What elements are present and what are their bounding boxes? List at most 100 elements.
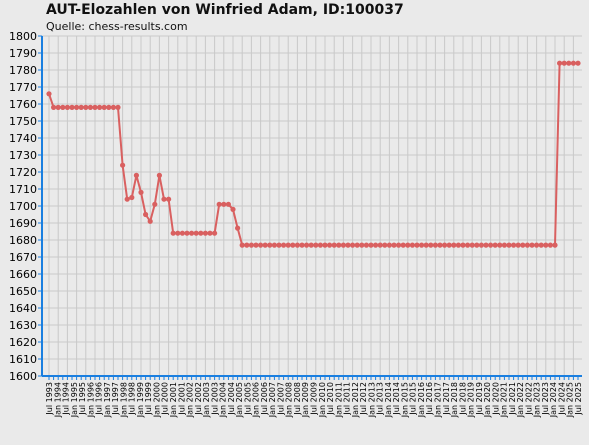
data-point bbox=[64, 104, 70, 110]
data-point bbox=[189, 230, 195, 236]
x-tick-label: Jan 2005 bbox=[235, 382, 244, 418]
data-point bbox=[129, 194, 135, 201]
data-point bbox=[124, 196, 130, 202]
data-point bbox=[451, 242, 457, 248]
x-tick-label: Jul 2006 bbox=[260, 382, 269, 416]
data-point bbox=[478, 242, 484, 248]
x-tick-label: Jul 2015 bbox=[409, 382, 418, 416]
data-point bbox=[69, 104, 75, 110]
data-point bbox=[442, 242, 448, 248]
x-tick-label: Jan 2018 bbox=[450, 382, 459, 418]
y-tick-label: 1720 bbox=[9, 166, 37, 179]
x-tick-label: Jan 1999 bbox=[136, 382, 145, 418]
x-tick-label: Jan 2014 bbox=[384, 382, 393, 418]
data-point bbox=[322, 242, 328, 248]
x-tick-label: Jul 1999 bbox=[144, 382, 153, 416]
data-point bbox=[455, 242, 461, 248]
data-point bbox=[92, 104, 98, 110]
data-point bbox=[193, 230, 199, 236]
data-point bbox=[368, 242, 374, 248]
x-tick-label: Jul 2000 bbox=[161, 382, 170, 416]
x-tick-label: Jan 1994 bbox=[53, 382, 62, 418]
data-point bbox=[336, 242, 342, 248]
x-tick-label: Jul 1993 bbox=[45, 382, 54, 416]
data-point bbox=[377, 242, 383, 248]
data-point bbox=[83, 104, 89, 110]
data-point bbox=[120, 162, 126, 168]
x-tick-label: Jul 2013 bbox=[376, 382, 385, 416]
x-tick-label: Jan 2004 bbox=[219, 382, 228, 418]
data-point bbox=[405, 242, 411, 248]
data-point bbox=[465, 242, 471, 248]
x-tick-label: Jan 2025 bbox=[566, 382, 575, 418]
y-tick-label: 1740 bbox=[9, 132, 37, 145]
data-point bbox=[460, 242, 466, 248]
data-point bbox=[281, 242, 287, 248]
data-point bbox=[276, 242, 282, 248]
data-point bbox=[359, 242, 365, 248]
x-tick-label: Jan 2013 bbox=[367, 382, 376, 418]
x-tick-label: Jul 2017 bbox=[442, 382, 451, 416]
data-point bbox=[419, 242, 425, 248]
data-point bbox=[317, 242, 323, 248]
data-point bbox=[138, 189, 144, 195]
data-point bbox=[239, 242, 245, 248]
x-tick-label: Jul 2007 bbox=[276, 382, 285, 416]
data-point bbox=[235, 225, 241, 231]
data-point bbox=[248, 242, 254, 248]
data-point bbox=[253, 242, 259, 248]
data-point bbox=[212, 230, 218, 236]
data-point bbox=[290, 242, 296, 248]
y-tick-label: 1660 bbox=[9, 268, 37, 281]
x-tick-label: Jul 2002 bbox=[194, 382, 203, 416]
x-tick-label: Jul 2021 bbox=[508, 382, 517, 416]
data-point bbox=[294, 242, 300, 248]
data-point bbox=[566, 60, 572, 66]
data-point bbox=[575, 60, 581, 66]
x-tick-label: Jul 2011 bbox=[343, 382, 352, 416]
x-tick-label: Jul 2010 bbox=[326, 382, 335, 416]
data-point bbox=[510, 242, 517, 248]
data-point bbox=[497, 242, 503, 248]
data-point bbox=[225, 201, 231, 207]
y-tick-label: 1600 bbox=[9, 370, 37, 383]
x-tick-label: Jan 1998 bbox=[119, 382, 128, 418]
x-tick-label: Jul 2009 bbox=[310, 382, 319, 416]
y-tick-label: 1670 bbox=[9, 251, 37, 264]
x-tick-label: Jan 2008 bbox=[285, 382, 294, 418]
x-tick-label: Jul 1997 bbox=[111, 382, 120, 416]
data-point bbox=[340, 242, 346, 248]
y-tick-label: 1690 bbox=[9, 217, 37, 230]
x-tick-label: Jan 2022 bbox=[516, 382, 525, 418]
data-point bbox=[373, 242, 379, 248]
data-point bbox=[74, 104, 80, 110]
data-point bbox=[267, 242, 273, 248]
data-point bbox=[106, 104, 112, 110]
data-point bbox=[570, 60, 577, 66]
data-point bbox=[143, 211, 149, 218]
data-point bbox=[557, 60, 563, 66]
data-point bbox=[170, 230, 176, 236]
x-tick-label: Jul 2023 bbox=[541, 382, 550, 416]
x-tick-label: Jul 2022 bbox=[524, 382, 533, 416]
data-point bbox=[258, 242, 264, 248]
x-tick-label: Jul 1996 bbox=[95, 382, 104, 416]
x-tick-label: Jul 2001 bbox=[177, 382, 186, 416]
x-axis: Jul 1993 Jan 1994 Jul 1994 Jan 1995 Jul 1995… bbox=[42, 375, 583, 418]
data-point bbox=[524, 242, 531, 248]
data-point bbox=[230, 206, 236, 212]
x-tick-label: Jul 2005 bbox=[243, 382, 252, 416]
data-point bbox=[308, 242, 314, 248]
data-point bbox=[331, 242, 337, 248]
y-tick-label: 1630 bbox=[9, 319, 37, 332]
data-point bbox=[474, 242, 480, 248]
data-point bbox=[285, 242, 291, 248]
data-point bbox=[46, 91, 52, 97]
data-point bbox=[437, 242, 443, 248]
data-point bbox=[492, 242, 498, 248]
y-tick-label: 1730 bbox=[9, 149, 37, 162]
data-point bbox=[175, 230, 181, 236]
data-point bbox=[152, 201, 158, 207]
data-point bbox=[313, 242, 319, 248]
data-point bbox=[350, 242, 356, 248]
